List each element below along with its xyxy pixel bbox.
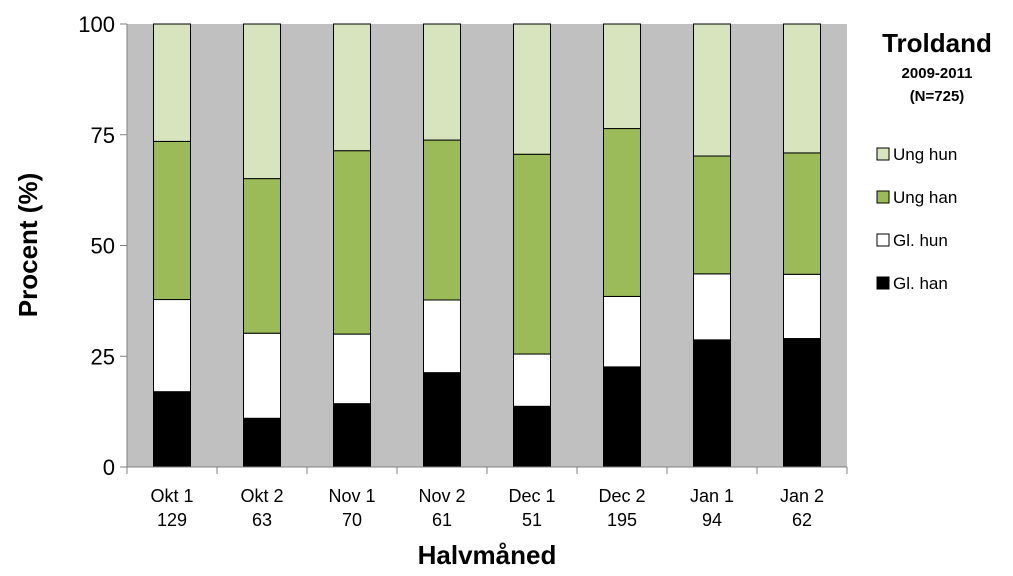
bar-segment-ung-han [423, 139, 461, 301]
bar-segment-gl-han [423, 372, 461, 468]
x-tick-label: Nov 2 [418, 486, 465, 506]
x-tick-count-label: 94 [702, 510, 722, 530]
bar-segment-gl-han [603, 366, 641, 468]
bar-segment-gl-hun [513, 353, 551, 407]
bar-segment-ung-hun [333, 23, 371, 152]
x-tick-label: Jan 2 [780, 486, 824, 506]
x-ticks: Okt 1 129 Okt 2 63 Nov 1 70 Nov 2 61 Dec 1 51 Dec … [126, 467, 848, 530]
y-tick-label: 100 [78, 12, 115, 37]
bar-segment-ung-han [783, 152, 821, 275]
bar-segment-ung-han [243, 178, 281, 334]
bar-segment-ung-hun [153, 23, 191, 142]
x-tick-count-label: 195 [607, 510, 637, 530]
bar-segment-gl-hun [243, 332, 281, 419]
bar-segment-gl-hun [153, 299, 191, 393]
legend-swatch [876, 147, 890, 161]
y-tick-label: 50 [91, 234, 115, 259]
x-tick-label: Nov 1 [328, 486, 375, 506]
bar-segment-ung-han [693, 155, 731, 275]
legend-swatch [876, 190, 890, 204]
chart-subtitle-years: 2009-2011 [902, 65, 973, 82]
plot-area [127, 24, 847, 467]
bar-segment-ung-han [513, 153, 551, 355]
legend-label: Gl. hun [893, 231, 948, 250]
legend-swatch [876, 233, 890, 247]
chart-title: Troldand [882, 28, 992, 58]
bar-segment-gl-han [153, 391, 191, 468]
x-tick-count-label: 129 [157, 510, 187, 530]
bar-segment-gl-han [243, 417, 281, 468]
x-tick-label: Dec 2 [598, 486, 645, 506]
x-tick-label: Jan 1 [690, 486, 734, 506]
bars-layer [153, 23, 821, 468]
bar-segment-ung-hun [603, 23, 641, 130]
bar-segment-gl-hun [693, 273, 731, 341]
x-tick-label: Okt 2 [240, 486, 283, 506]
bar-segment-gl-han [783, 338, 821, 468]
bar-segment-gl-han [333, 403, 371, 468]
bar-segment-ung-hun [243, 23, 281, 180]
bar-segment-gl-han [513, 405, 551, 468]
x-axis-title: Halvmåned [418, 540, 557, 570]
bar-segment-gl-hun [423, 299, 461, 374]
bar-segment-gl-han [693, 339, 731, 468]
y-ticks: 0 25 50 75 100 [78, 12, 127, 480]
x-tick-count-label: 51 [522, 510, 542, 530]
x-tick-label: Dec 1 [508, 486, 555, 506]
bar-segment-ung-hun [783, 23, 821, 154]
legend-label: Ung hun [893, 145, 957, 164]
bar-segment-ung-hun [513, 23, 551, 155]
chart-subtitle-n: (N=725) [910, 88, 965, 105]
x-tick-count-label: 70 [342, 510, 362, 530]
bar-segment-ung-han [333, 150, 371, 335]
legend-label: Ung han [893, 188, 957, 207]
bar-segment-gl-hun [783, 273, 821, 340]
x-tick-label: Okt 1 [150, 486, 193, 506]
y-tick-label: 25 [91, 344, 115, 369]
x-tick-count-label: 62 [792, 510, 812, 530]
legend: Ung hun Ung han Gl. hun Gl. han [876, 145, 957, 293]
x-tick-count-label: 61 [432, 510, 452, 530]
y-tick-label: 75 [91, 123, 115, 148]
legend-swatch [876, 276, 890, 290]
y-axis-title: Procent (%) [13, 173, 43, 317]
bar-segment-gl-hun [603, 295, 641, 368]
bar-segment-ung-hun [693, 23, 731, 157]
bar-segment-gl-hun [333, 333, 371, 405]
bar-segment-ung-han [603, 128, 641, 297]
y-tick-label: 0 [103, 455, 115, 480]
x-tick-count-label: 63 [252, 510, 272, 530]
legend-label: Gl. han [893, 274, 948, 293]
bar-segment-ung-hun [423, 23, 461, 141]
bar-segment-ung-han [153, 140, 191, 301]
